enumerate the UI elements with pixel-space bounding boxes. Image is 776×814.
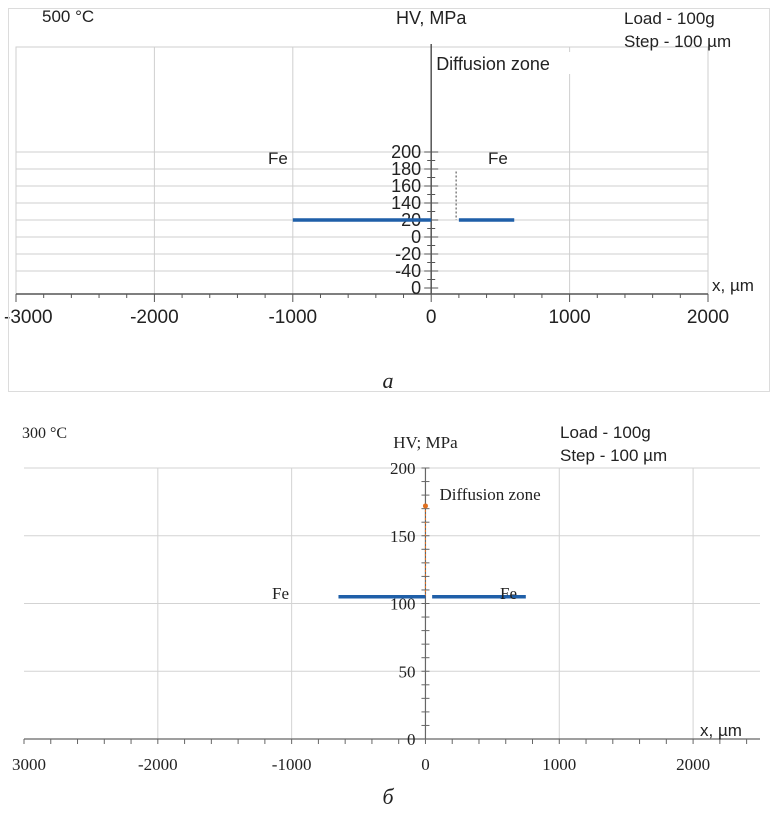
load-label: Load - 100g	[560, 423, 651, 442]
x-tick-label: -2000	[130, 307, 179, 328]
chart-a-svg: -3000 -2000 -1000 0 1000 2000200180160140200-…	[4, 7, 754, 328]
y-tick-label: 0	[411, 278, 421, 298]
x-tick-label: -2000	[138, 755, 178, 774]
diffusion-zone-label: Diffusion zone	[436, 54, 550, 74]
y-tick-label: -40	[395, 261, 421, 281]
x-tick-label: 3000	[12, 755, 46, 774]
x-tick-label: -1000	[268, 307, 317, 328]
step-label: Step - 100 µm	[624, 32, 731, 51]
y-tick-label: -20	[395, 244, 421, 264]
y-tick-label: 180	[391, 159, 421, 179]
x-tick-label: 0	[421, 755, 430, 774]
caption-b: б	[382, 784, 394, 809]
temperature-label: 500 °C	[42, 7, 94, 26]
x-axis-title: x, µm	[700, 721, 742, 740]
y-tick-label: 150	[390, 527, 416, 546]
diffusion-zone-label: Diffusion zone	[439, 485, 540, 504]
x-tick-label: 2000	[687, 307, 729, 328]
x-tick-label: 1000	[542, 755, 576, 774]
series-label-right: Fe	[500, 584, 517, 603]
y-axis-title: HV; MPa	[393, 433, 458, 452]
temperature-label: 300 °C	[22, 425, 67, 442]
y-tick-label: 140	[391, 193, 421, 213]
series-label-left: Fe	[268, 149, 288, 168]
y-tick-label: 100	[390, 595, 416, 614]
x-axis-title: x, µm	[712, 276, 754, 295]
x-tick-label: -1000	[272, 755, 312, 774]
y-tick-label: 0	[407, 730, 416, 749]
y-axis-title: HV, MPa	[396, 8, 467, 28]
x-tick-label: 1000	[548, 307, 590, 328]
y-tick-label: 160	[391, 176, 421, 196]
diffusion-zone-point	[422, 503, 428, 509]
chart-b-svg: 3000 -2000 -1000 0 1000 2000 200 150 100 50 0 300 °…	[12, 423, 760, 774]
series-label-left: Fe	[272, 584, 289, 603]
y-tick-label: 0	[411, 227, 421, 247]
x-tick-label: 2000	[676, 755, 710, 774]
chart-panel-a: -3000 -2000 -1000 0 1000 2000 200 180 160 140 20 0-…	[0, 0, 776, 360]
y-tick-label: 200	[390, 459, 416, 478]
series-label-right: Fe	[488, 149, 508, 168]
y-tick-label: 50	[398, 662, 415, 681]
x-tick-label: -3000	[4, 307, 53, 328]
annotation-background	[435, 52, 576, 74]
caption-a: a	[382, 368, 394, 393]
load-label: Load - 100g	[624, 9, 715, 28]
y-tick-label: 200	[391, 142, 421, 162]
step-label: Step - 100 µm	[560, 446, 667, 465]
chart-b-frame	[8, 8, 770, 392]
x-tick-label: 0	[426, 307, 437, 328]
chart-panel-b: 3000 -2000 -1000 0 1000 2000 200 150 100 50 0 300 °…	[0, 400, 776, 790]
